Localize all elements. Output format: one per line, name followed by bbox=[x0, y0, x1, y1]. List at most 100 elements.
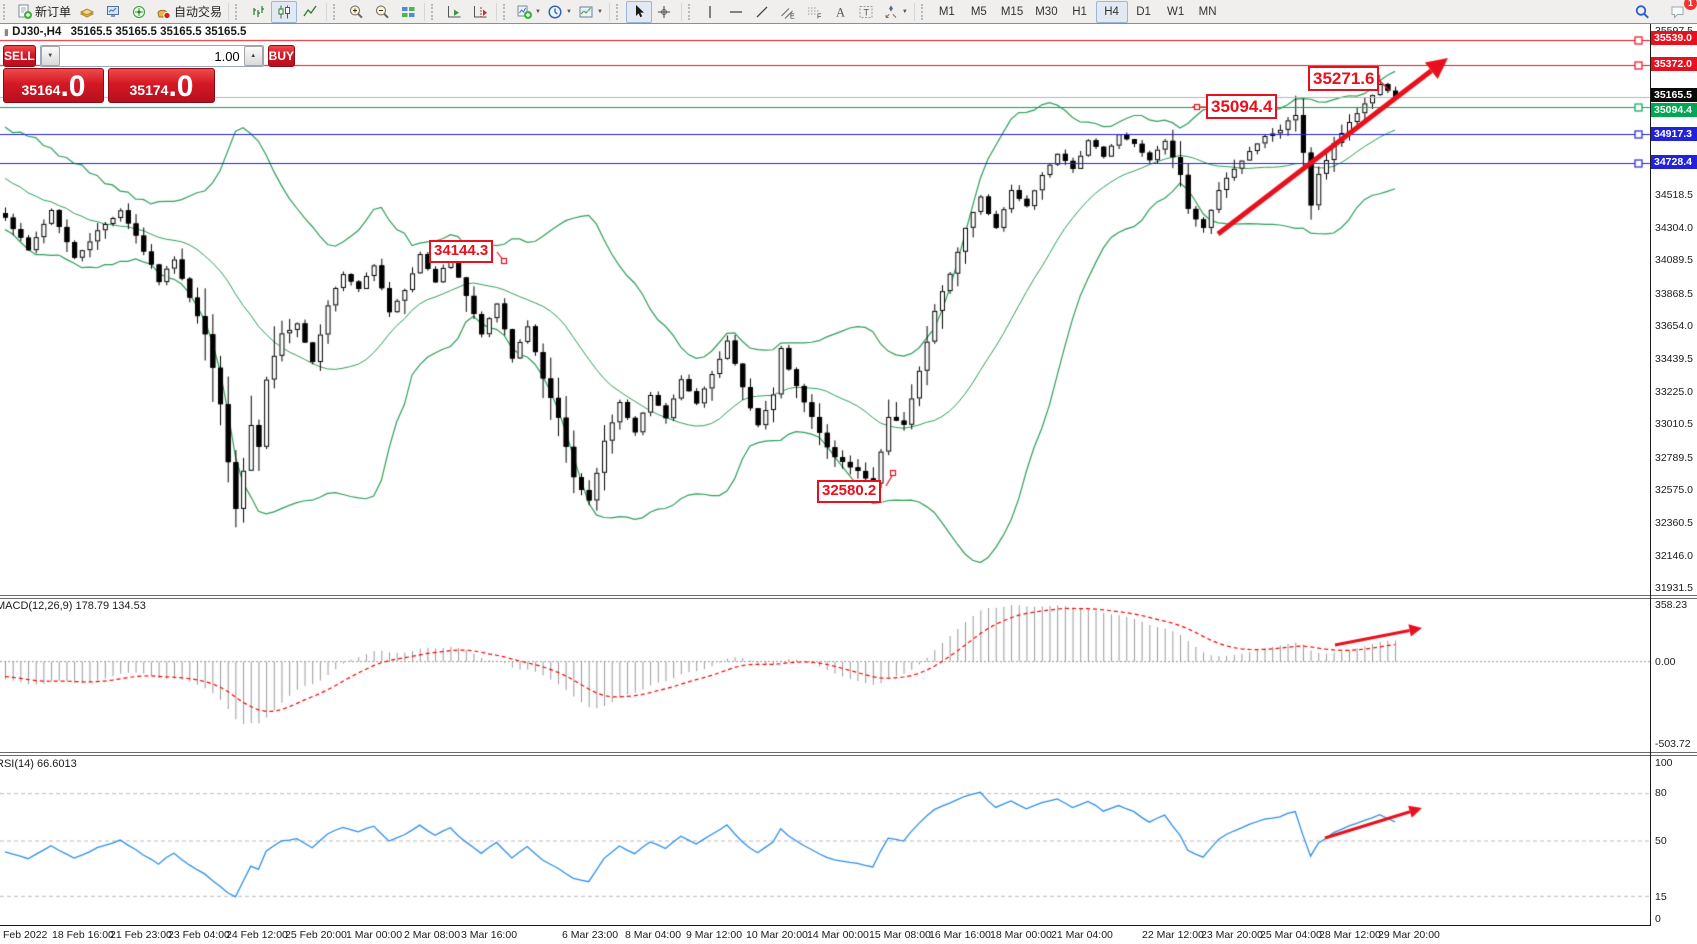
volume-decrease-button[interactable]: ▼ bbox=[40, 46, 60, 66]
bar-chart-icon bbox=[250, 4, 267, 20]
zoom-in-button[interactable] bbox=[343, 1, 369, 23]
rsi-label: RSI(14) 66.6013 bbox=[0, 758, 77, 770]
price-tick-label: 33010.5 bbox=[1655, 418, 1693, 430]
templates-button[interactable]: ▼ bbox=[575, 1, 606, 23]
pane-separator[interactable] bbox=[0, 752, 1697, 753]
price-tag: 34917.3 bbox=[1651, 127, 1697, 141]
notifications-button[interactable]: 1 bbox=[1665, 0, 1697, 23]
toolbar-drag-handle[interactable] bbox=[687, 3, 695, 20]
toolbar-drag-handle[interactable] bbox=[920, 3, 928, 20]
pane-separator[interactable] bbox=[0, 598, 1697, 599]
price-annotation[interactable]: 34144.3 bbox=[429, 240, 494, 263]
trendline-button[interactable] bbox=[750, 1, 776, 23]
svg-text:E: E bbox=[790, 13, 795, 20]
indicator-axis-label: 358.23 bbox=[1655, 599, 1688, 611]
timeframe-MN[interactable]: MN bbox=[1192, 1, 1224, 23]
fibonacci-button[interactable]: F bbox=[802, 1, 828, 23]
toolbar-drag-handle[interactable] bbox=[615, 3, 623, 20]
timeframe-H1[interactable]: H1 bbox=[1064, 1, 1096, 23]
text-label-button[interactable]: T bbox=[854, 1, 880, 23]
toolbar-drag-handle[interactable] bbox=[431, 3, 438, 20]
periods-button[interactable]: ▼ bbox=[544, 1, 575, 23]
price-annotation[interactable]: 32580.2 bbox=[817, 480, 882, 503]
search-button[interactable] bbox=[1629, 1, 1655, 23]
timeframe-M30-label: M30 bbox=[1035, 5, 1058, 18]
price-axis-line[interactable] bbox=[1650, 23, 1651, 926]
time-axis-label: 25 Feb 20:00 bbox=[285, 929, 347, 941]
periods-icon bbox=[547, 4, 564, 20]
dropdown-arrow-icon[interactable]: ▼ bbox=[535, 8, 541, 15]
equidistant-channel-button[interactable]: E bbox=[776, 1, 802, 23]
volume-increase-button[interactable]: ▲ bbox=[243, 46, 263, 66]
timeframe-D1[interactable]: D1 bbox=[1128, 1, 1160, 23]
new-order-button[interactable]: 新订单 bbox=[13, 1, 74, 23]
history-center-button[interactable] bbox=[74, 1, 100, 23]
toolbar-drag-handle[interactable] bbox=[333, 3, 340, 20]
timeframe-M1-label: M1 bbox=[938, 5, 955, 18]
crosshair-button[interactable] bbox=[652, 1, 678, 23]
indicators-button[interactable]: ▼ bbox=[513, 1, 544, 23]
sell-price[interactable]: 35164.0 bbox=[3, 68, 104, 103]
price-tag: 35539.0 bbox=[1651, 31, 1697, 45]
time-axis-line bbox=[0, 925, 1650, 926]
vertical-line-button[interactable] bbox=[698, 1, 724, 23]
timeframe-M30[interactable]: M30 bbox=[1029, 1, 1063, 23]
sell-button[interactable]: SELL bbox=[3, 45, 36, 67]
time-axis-label: 24 Feb 12:00 bbox=[226, 929, 288, 941]
auto-trading-button[interactable]: 自动交易 bbox=[152, 1, 225, 23]
indicator-axis-label: 80 bbox=[1655, 787, 1667, 799]
buy-button[interactable]: BUY bbox=[267, 45, 296, 67]
dropdown-arrow-icon[interactable]: ▼ bbox=[565, 8, 572, 15]
candlestick-chart-button[interactable] bbox=[271, 0, 298, 23]
auto-trading-button-label: 自动交易 bbox=[174, 5, 223, 19]
price-annotation[interactable]: 35271.6 bbox=[1308, 66, 1380, 92]
pane-separator[interactable] bbox=[0, 755, 1697, 756]
pane-separator[interactable] bbox=[0, 595, 1697, 596]
timeframe-M1[interactable]: M1 bbox=[931, 1, 963, 23]
auto-scroll-icon bbox=[446, 4, 463, 20]
toolbar-drag-handle[interactable] bbox=[3, 3, 10, 20]
tile-windows-button[interactable] bbox=[395, 1, 421, 23]
price-tag: 34728.4 bbox=[1651, 155, 1697, 169]
ohlc-values: 35165.5 35165.5 35165.5 35165.5 bbox=[70, 26, 247, 38]
line-chart-button[interactable] bbox=[297, 1, 323, 23]
market-watch-button[interactable] bbox=[100, 1, 126, 23]
timeframe-M15[interactable]: M15 bbox=[995, 1, 1029, 23]
price-tag: 35165.5 bbox=[1651, 88, 1697, 102]
time-axis-label: 22 Mar 12:00 bbox=[1142, 929, 1204, 941]
toolbar-drag-handle[interactable] bbox=[235, 3, 242, 20]
zoom-out-button[interactable] bbox=[369, 1, 395, 23]
timeframe-W1[interactable]: W1 bbox=[1160, 1, 1192, 23]
price-annotation[interactable]: 35094.4 bbox=[1206, 94, 1278, 120]
templates-icon bbox=[578, 4, 595, 20]
toolbar-separator bbox=[228, 2, 230, 21]
notification-badge: 1 bbox=[1684, 0, 1697, 10]
bar-chart-button[interactable] bbox=[245, 1, 271, 23]
arrows-button[interactable]: ▼ bbox=[880, 1, 911, 23]
equidistant-channel-icon: E bbox=[780, 4, 797, 20]
buy-price[interactable]: 35174.0 bbox=[108, 68, 215, 103]
horizontal-line-button[interactable] bbox=[724, 1, 750, 23]
chart-shift-button[interactable] bbox=[467, 1, 493, 23]
volume-input[interactable] bbox=[59, 46, 244, 66]
zoom-out-icon bbox=[374, 4, 391, 20]
text-button[interactable]: A bbox=[828, 1, 854, 23]
timeframe-M5[interactable]: M5 bbox=[963, 1, 995, 23]
toolbar-drag-handle[interactable] bbox=[503, 3, 510, 20]
arrows-icon bbox=[883, 4, 900, 20]
navigator-icon bbox=[131, 4, 148, 20]
dropdown-arrow-icon[interactable]: ▼ bbox=[596, 8, 603, 15]
navigator-button[interactable] bbox=[126, 1, 152, 23]
auto-trading-icon bbox=[155, 4, 172, 20]
sell-price-pip: .0 bbox=[60, 70, 86, 103]
auto-scroll-button[interactable] bbox=[441, 1, 467, 23]
time-axis-label: 10 Mar 20:00 bbox=[746, 929, 808, 941]
text-icon: A bbox=[832, 4, 849, 20]
cursor-button[interactable] bbox=[625, 0, 652, 23]
dropdown-arrow-icon[interactable]: ▼ bbox=[901, 8, 908, 15]
indicator-axis-label: 0.00 bbox=[1655, 656, 1676, 668]
chart-window-title: ▮ DJ30-,H4 35165.5 35165.5 35165.5 35165… bbox=[4, 26, 246, 38]
timeframe-H4[interactable]: H4 bbox=[1095, 0, 1128, 23]
